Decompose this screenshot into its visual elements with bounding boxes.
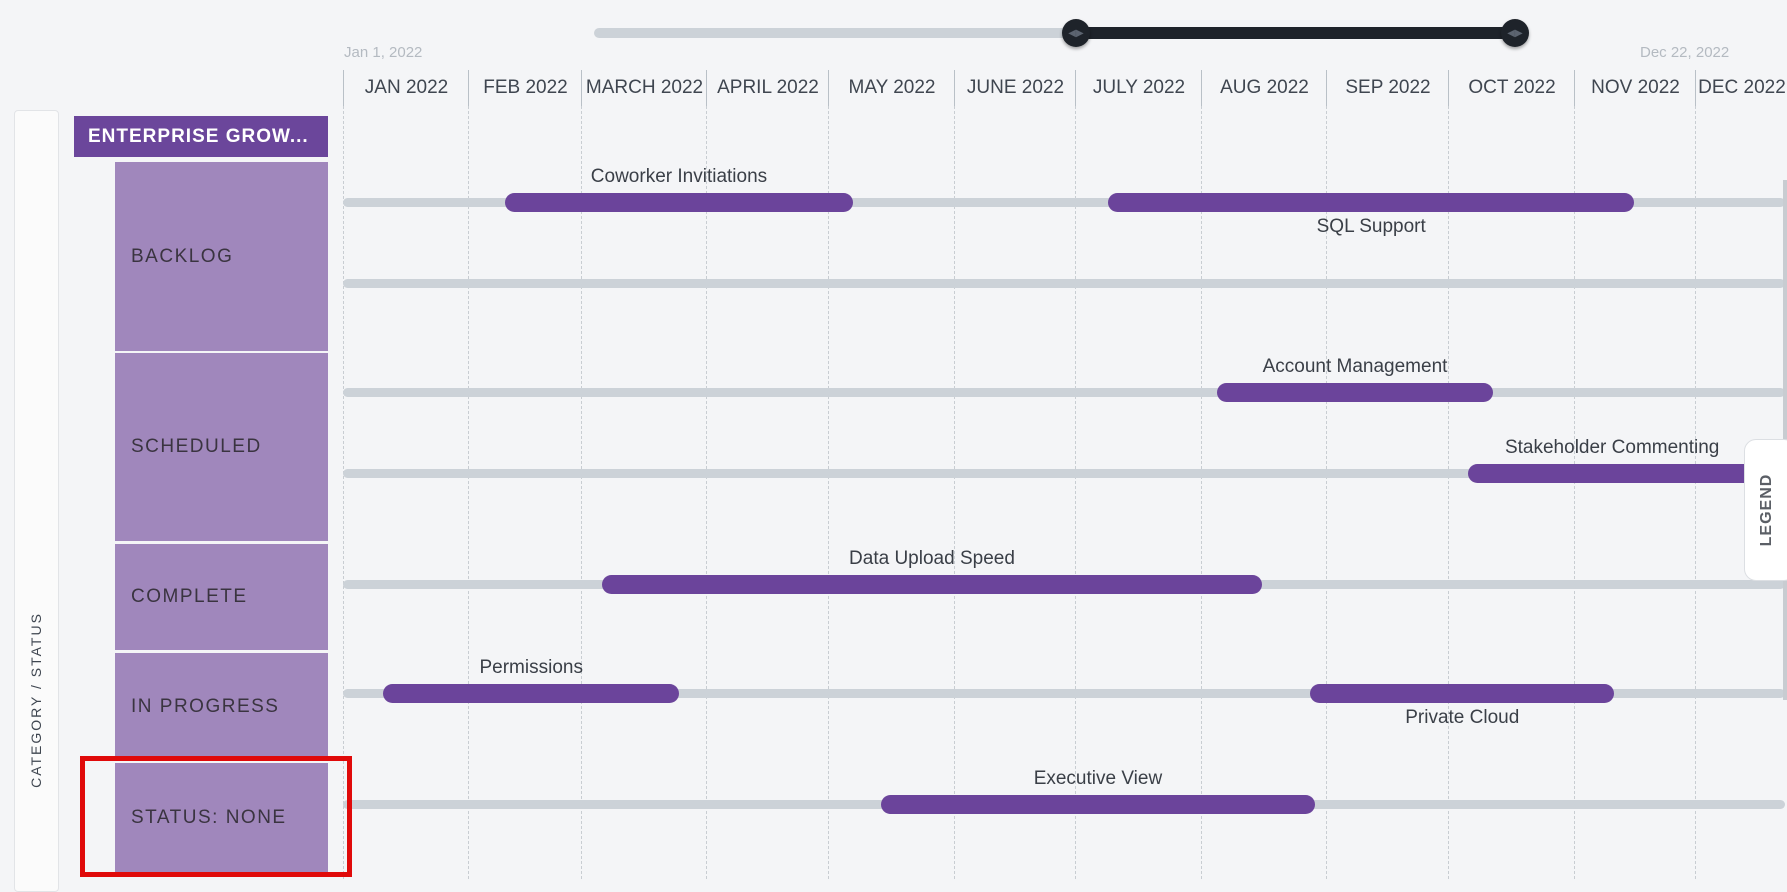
month-label: AUG 2022 <box>1201 70 1327 106</box>
roadmap-bar-label[interactable]: Coworker Invitiations <box>590 166 768 187</box>
timeline-lane <box>343 689 1785 698</box>
month-gridline <box>581 106 582 879</box>
roadmap-bar[interactable] <box>602 575 1262 594</box>
legend-label: LEGEND <box>1758 473 1775 547</box>
month-gridline <box>1075 106 1076 879</box>
roadmap-bar[interactable] <box>1108 193 1635 212</box>
month-label: JAN 2022 <box>343 70 469 106</box>
category-header[interactable]: ENTERPRISE GROW... <box>74 116 328 157</box>
timeline-lane <box>343 388 1785 397</box>
category-status-label: CATEGORY / STATUS <box>28 612 44 788</box>
roadmap-bar-label[interactable]: Permissions <box>479 657 583 678</box>
roadmap-bar-label[interactable]: Account Management <box>1262 356 1448 377</box>
roadmap-bar-label[interactable]: Private Cloud <box>1405 707 1520 728</box>
roadmap-bar[interactable] <box>1217 383 1493 402</box>
highlight-box <box>80 756 352 877</box>
legend-tab[interactable]: LEGEND <box>1744 439 1787 581</box>
month-gridline <box>706 106 707 879</box>
category-status-strip <box>14 110 59 892</box>
range-end-label: Dec 22, 2022 <box>1640 44 1730 61</box>
month-label: MARCH 2022 <box>581 70 707 106</box>
range-start-label: Jan 1, 2022 <box>344 44 423 61</box>
month-gridline <box>1695 106 1696 879</box>
date-range-slider-selection[interactable] <box>1076 27 1516 39</box>
month-gridline <box>1326 106 1327 879</box>
month-gridline <box>343 106 344 879</box>
month-gridline <box>954 106 955 879</box>
drag-arrows-icon: ◀▶ <box>1507 27 1523 39</box>
range-start-handle[interactable]: ◀▶ <box>1062 19 1090 47</box>
month-label: OCT 2022 <box>1448 70 1575 106</box>
month-label: DEC 2022 <box>1695 70 1787 106</box>
month-gridline <box>1574 106 1575 879</box>
roadmap-bar-label[interactable]: Stakeholder Commenting <box>1504 437 1720 458</box>
roadmap-bar[interactable] <box>1468 464 1756 483</box>
roadmap-bar-label[interactable]: Executive View <box>1033 768 1163 789</box>
status-none[interactable]: STATUS: NONE <box>115 763 328 872</box>
status-in-progress[interactable]: IN PROGRESS <box>115 653 328 760</box>
status-complete[interactable]: COMPLETE <box>115 544 328 650</box>
drag-arrows-icon: ◀▶ <box>1068 27 1084 39</box>
month-label: APRIL 2022 <box>706 70 829 106</box>
timeline-lane <box>343 198 1785 207</box>
range-end-handle[interactable]: ◀▶ <box>1501 19 1529 47</box>
roadmap-bar[interactable] <box>504 193 854 212</box>
roadmap-bar-label[interactable]: Data Upload Speed <box>849 548 1015 569</box>
month-gridline <box>1201 106 1202 879</box>
date-range-slider-track[interactable] <box>594 28 1519 38</box>
roadmap-bar[interactable] <box>881 795 1315 814</box>
status-scheduled[interactable]: SCHEDULED <box>115 353 328 541</box>
timeline-lane <box>343 469 1785 478</box>
month-label: SEP 2022 <box>1326 70 1449 106</box>
month-gridline <box>1448 106 1449 879</box>
month-gridline <box>828 106 829 879</box>
month-label: FEB 2022 <box>468 70 582 106</box>
month-label: NOV 2022 <box>1574 70 1696 106</box>
month-label: MAY 2022 <box>828 70 955 106</box>
month-gridline <box>468 106 469 879</box>
timeline-lane <box>343 279 1785 288</box>
roadmap-bar[interactable] <box>1310 684 1615 703</box>
status-backlog[interactable]: BACKLOG <box>115 162 328 351</box>
roadmap-bar-label[interactable]: SQL Support <box>1316 216 1426 237</box>
roadmap-bar[interactable] <box>383 684 679 703</box>
month-label: JULY 2022 <box>1075 70 1202 106</box>
month-label: JUNE 2022 <box>954 70 1076 106</box>
